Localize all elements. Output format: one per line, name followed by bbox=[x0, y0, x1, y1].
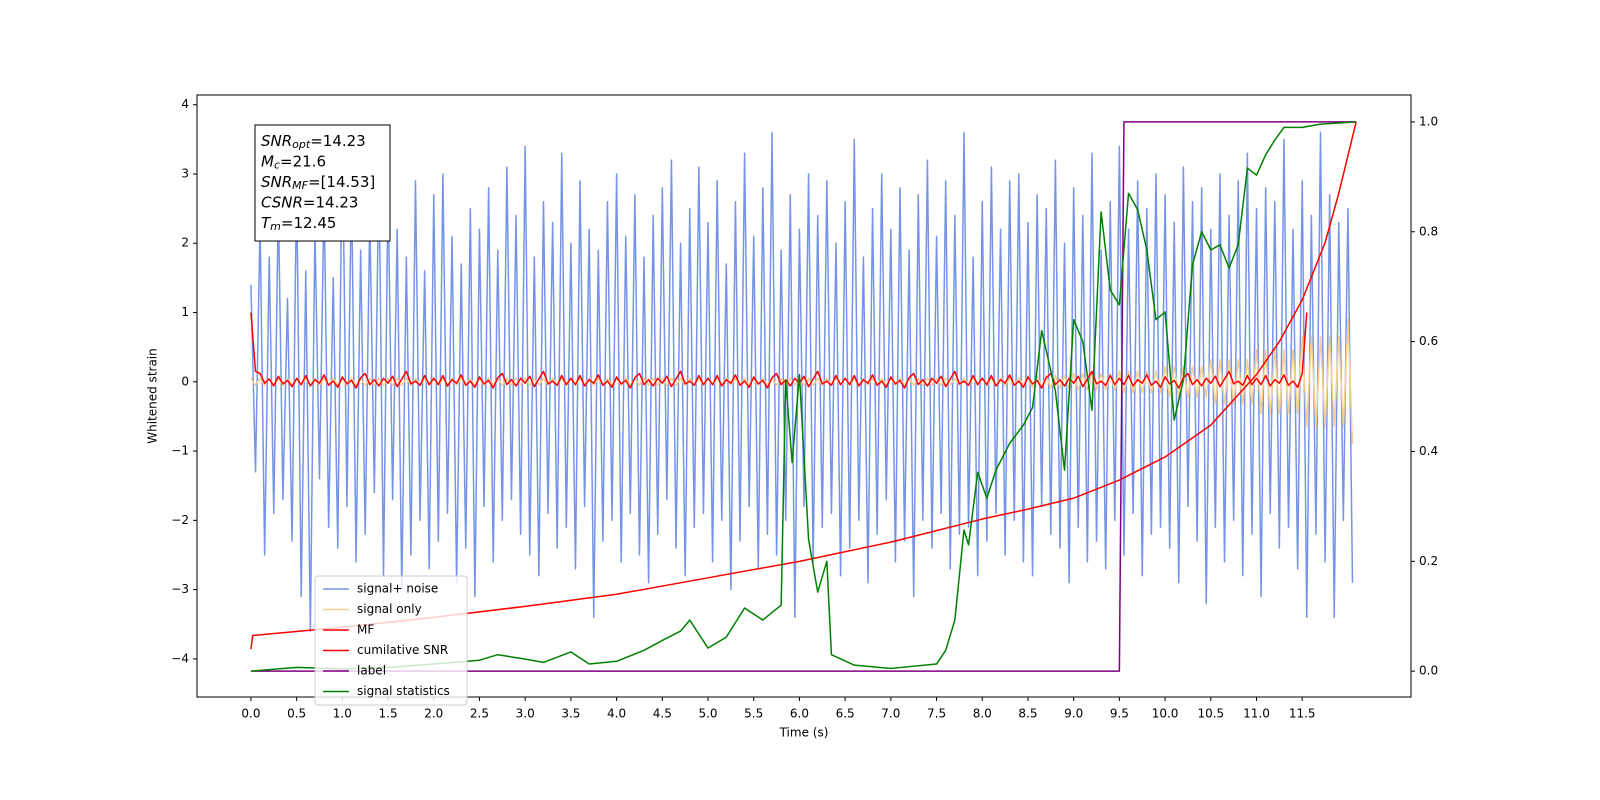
y-tick-label: −3 bbox=[171, 582, 189, 596]
annotation-line: Mc=21.6 bbox=[261, 152, 326, 172]
annotation-line: CSNR=14.23 bbox=[261, 193, 358, 211]
x-tick-label: 11.5 bbox=[1289, 707, 1316, 721]
annotation-text: =21.6 bbox=[280, 152, 326, 170]
x-tick-label: 4.0 bbox=[607, 707, 626, 721]
x-tick-label: 6.5 bbox=[836, 707, 855, 721]
x-tick-label: 7.5 bbox=[927, 707, 946, 721]
annotation-text: M bbox=[261, 152, 274, 170]
y-tick-label: 1 bbox=[181, 305, 189, 319]
y2-tick-label: 1.0 bbox=[1419, 114, 1438, 128]
x-tick-label: 2.0 bbox=[424, 707, 443, 721]
legend: signal+ noise signal only MF cumilative SNR… bbox=[314, 575, 468, 706]
annotation-text: T bbox=[261, 214, 272, 232]
x-tick-label: 5.0 bbox=[698, 707, 717, 721]
legend-label: cumilative SNR bbox=[357, 643, 448, 657]
x-tick-label: 3.0 bbox=[516, 707, 535, 721]
annotation-text: SNR bbox=[261, 173, 292, 191]
x-axis-label: Time (s) bbox=[779, 726, 829, 740]
legend-label: signal+ noise bbox=[357, 582, 438, 596]
x-tick-label: 10.0 bbox=[1152, 707, 1179, 721]
legend-label: signal statistics bbox=[357, 684, 450, 698]
x-tick-label: 2.5 bbox=[470, 707, 489, 721]
annotation-line: Tm=12.45 bbox=[261, 214, 336, 234]
y-tick-label: 0 bbox=[181, 374, 189, 388]
annotation-line: SNRMF=[14.53] bbox=[261, 173, 375, 193]
y-axis-label: Whitened strain bbox=[146, 348, 160, 444]
x-tick-label: 4.5 bbox=[653, 707, 672, 721]
annotation-text: =14.23 bbox=[303, 193, 359, 211]
y-tick-label: −1 bbox=[171, 444, 189, 458]
x-tick-label: 11.0 bbox=[1243, 707, 1270, 721]
annotation-text: =14.23 bbox=[310, 132, 366, 150]
annotation-subscript: c bbox=[274, 159, 280, 172]
x-tick-label: 0.0 bbox=[241, 707, 260, 721]
annotation-line: SNRopt=14.23 bbox=[261, 132, 366, 152]
x-tick-label: 1.0 bbox=[333, 707, 352, 721]
y-tick-label: 2 bbox=[181, 236, 189, 250]
x-tick-label: 0.5 bbox=[287, 707, 306, 721]
x-tick-label: 10.5 bbox=[1197, 707, 1224, 721]
annotation-text: CSNR bbox=[261, 193, 303, 211]
annotation-subscript: opt bbox=[292, 138, 311, 151]
annotation-text: =12.45 bbox=[281, 214, 337, 232]
series-line bbox=[250, 124, 1354, 632]
series-line bbox=[250, 121, 1357, 672]
plot-frame bbox=[196, 94, 1412, 698]
x-tick-label: 5.5 bbox=[744, 707, 763, 721]
x-tick-label: 7.0 bbox=[881, 707, 900, 721]
series-line bbox=[250, 121, 1357, 672]
legend-frame bbox=[314, 575, 468, 706]
x-tick-label: 8.5 bbox=[1018, 707, 1037, 721]
y-tick-label: 4 bbox=[181, 97, 189, 111]
y2-tick-label: 0.2 bbox=[1419, 554, 1438, 568]
y2-tick-label: 0.8 bbox=[1419, 224, 1438, 238]
x-tick-label: 6.0 bbox=[790, 707, 809, 721]
x-tick-label: 9.0 bbox=[1064, 707, 1083, 721]
annotation-subscript: MF bbox=[292, 179, 308, 192]
annotation-frame bbox=[254, 124, 391, 242]
y2-tick-label: 0.6 bbox=[1419, 334, 1438, 348]
annotation-subscript: m bbox=[270, 220, 281, 233]
annotation-text: SNR bbox=[261, 132, 292, 150]
y2-tick-label: 0.4 bbox=[1419, 444, 1438, 458]
y-tick-label: −2 bbox=[171, 513, 189, 527]
x-tick-label: 3.5 bbox=[561, 707, 580, 721]
annotation-text: =[14.53] bbox=[308, 173, 375, 191]
legend-label: MF bbox=[357, 623, 374, 637]
x-tick-label: 9.5 bbox=[1110, 707, 1129, 721]
annotation-box: SNRopt=14.23Mc=21.6SNRMF=[14.53]CSNR=14.… bbox=[254, 124, 391, 242]
y-tick-label: −4 bbox=[171, 651, 189, 665]
series-line bbox=[250, 312, 1308, 389]
x-tick-label: 1.5 bbox=[379, 707, 398, 721]
legend-label: signal only bbox=[357, 602, 422, 616]
legend-label: label bbox=[357, 664, 386, 678]
x-tick-label: 8.0 bbox=[973, 707, 992, 721]
y-tick-label: 3 bbox=[181, 166, 189, 180]
y2-tick-label: 0.0 bbox=[1419, 664, 1438, 678]
